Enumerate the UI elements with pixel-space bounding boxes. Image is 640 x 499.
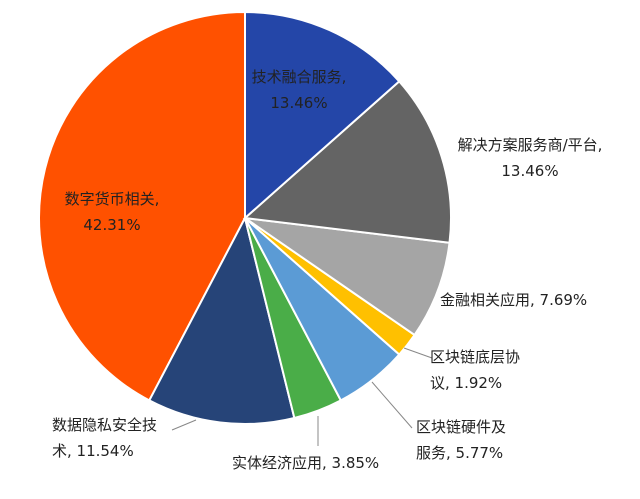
- pie-slice: [244, 217, 451, 337]
- pie-slice: [244, 10, 401, 221]
- pie-slice: [147, 215, 296, 425]
- data-label: 数据隐私安全技术, 11.54%: [52, 416, 158, 460]
- leader-line: [403, 347, 433, 359]
- data-label: 区块链底层协议, 1.92%: [430, 348, 521, 392]
- data-label: 数字货币相关, 42.31%: [64, 190, 160, 234]
- data-label: 解决方案服务商/平台, 13.46%: [457, 136, 603, 180]
- data-label: 实体经济应用, 3.85%: [232, 454, 380, 472]
- leader-line: [171, 419, 197, 431]
- pie-slice: [242, 79, 452, 244]
- data-label: 区块链硬件及服务, 5.77%: [416, 418, 507, 462]
- leader-line: [371, 381, 413, 429]
- data-label: 技术融合服务, 13.46%: [251, 68, 347, 112]
- data-label: 金融相关应用, 7.69%: [440, 291, 588, 309]
- pie-slice: [38, 10, 246, 402]
